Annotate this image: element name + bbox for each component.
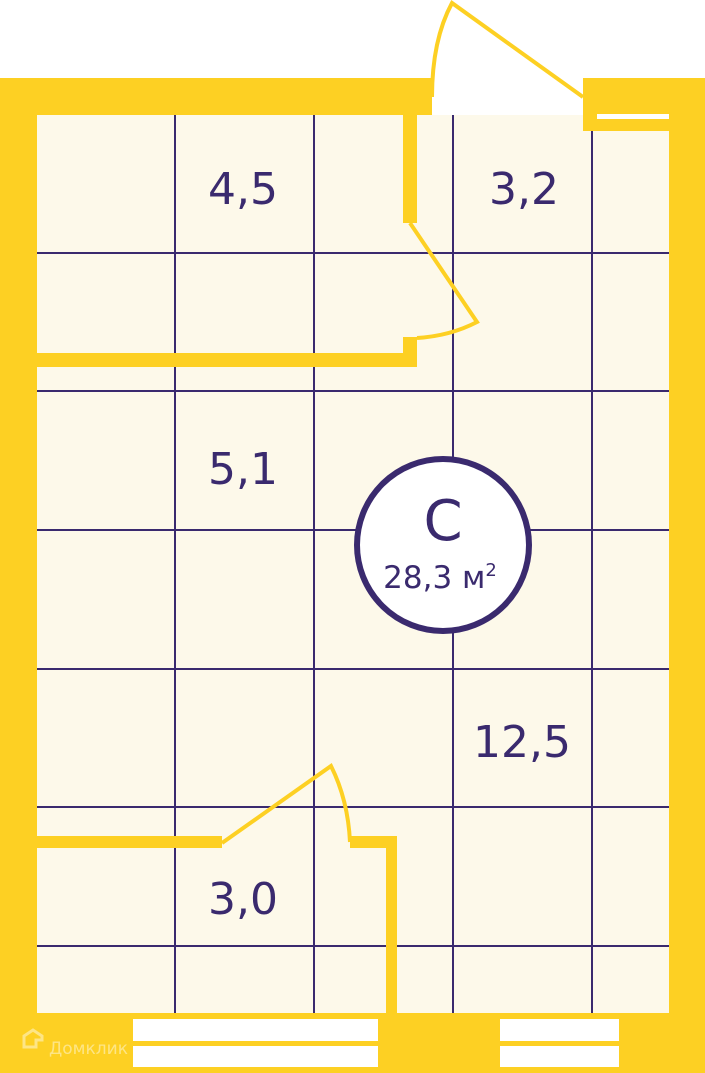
domclick-watermark: Домклик — [22, 1028, 128, 1059]
room-area-label: 4,5 — [208, 164, 278, 215]
floor — [37, 115, 669, 1013]
room-area-label: 3,0 — [208, 874, 278, 925]
doors — [220, 0, 585, 845]
svg-text:Домклик: Домклик — [49, 1039, 128, 1059]
bathroom-door — [220, 763, 352, 845]
room-area-label: 12,5 — [473, 717, 571, 768]
total-area: 28,3 м2 — [383, 560, 497, 596]
walls — [0, 78, 705, 1073]
entrance-door — [430, 0, 585, 99]
house-icon — [22, 1028, 44, 1049]
floor-grid — [37, 115, 669, 1013]
inner-door — [408, 221, 480, 340]
window-strip — [597, 114, 669, 119]
apartment-type: С — [423, 489, 462, 554]
room-area-label: 3,2 — [489, 164, 559, 215]
apartment-badge: С 28,3 м2 — [354, 456, 532, 634]
room-area-label: 5,1 — [208, 444, 278, 495]
windows — [133, 1019, 619, 1067]
